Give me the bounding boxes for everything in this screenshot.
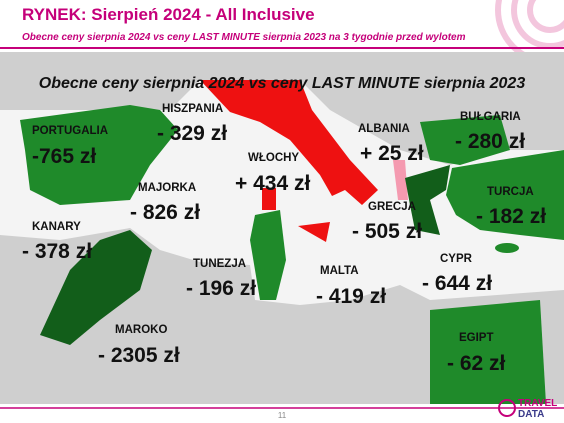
logo-bottom: DATA	[518, 409, 544, 420]
region-price: - 419 zł	[316, 285, 386, 308]
region-name: PORTUGALIA	[32, 125, 108, 137]
albania	[393, 160, 408, 200]
map	[0, 52, 564, 404]
region-name: MAROKO	[115, 324, 167, 336]
region-name: GRECJA	[368, 201, 416, 213]
logo-mark	[498, 399, 516, 417]
region-name: WŁOCHY	[248, 152, 299, 164]
region-price: - 329 zł	[157, 122, 227, 145]
region-name: TUNEZJA	[193, 258, 246, 270]
region-price: - 505 zł	[352, 220, 422, 243]
sardinia	[262, 188, 276, 210]
sicily	[298, 222, 330, 242]
bulgaria	[420, 115, 510, 165]
tunisia	[250, 210, 286, 300]
region-price: -765 zł	[32, 145, 96, 168]
region-price: - 378 zł	[22, 240, 92, 263]
greece	[405, 165, 450, 235]
slide-subtitle: Obecne ceny sierpnia 2024 vs ceny LAST M…	[22, 32, 466, 43]
region-price: + 434 zł	[235, 172, 310, 195]
region-name: BUŁGARIA	[460, 111, 521, 123]
region-name: MAJORKA	[138, 182, 196, 194]
turkey	[446, 150, 564, 240]
region-name: TURCJA	[487, 186, 534, 198]
slide-title: RYNEK: Sierpień 2024 - All Inclusive	[22, 5, 315, 24]
logo-top: TRAVEL	[518, 398, 557, 409]
region-name: KANARY	[32, 221, 81, 233]
region-name: HISZPANIA	[162, 103, 223, 115]
region-name: ALBANIA	[358, 123, 410, 135]
page-number: 11	[278, 411, 287, 420]
region-price: - 2305 zł	[98, 344, 180, 367]
land-europe	[0, 52, 564, 165]
region-price: - 644 zł	[422, 272, 492, 295]
region-price: + 25 zł	[360, 142, 424, 165]
region-price: - 182 zł	[476, 205, 546, 228]
region-name: EGIPT	[459, 332, 494, 344]
cyprus	[495, 243, 519, 253]
italy	[200, 80, 378, 205]
morocco	[40, 230, 152, 345]
egypt	[430, 300, 546, 404]
region-name: MALTA	[320, 265, 359, 277]
region-price: - 196 zł	[186, 277, 256, 300]
region-price: - 826 zł	[130, 201, 200, 224]
map-title: Obecne ceny sierpnia 2024 vs ceny LAST M…	[39, 75, 526, 92]
region-labels: PORTUGALIA -765 zł HISZPANIA - 329 zł WŁOCHY…	[22, 103, 546, 375]
region-price: - 62 zł	[447, 352, 506, 375]
region-price: - 280 zł	[455, 130, 525, 153]
region-name: CYPR	[440, 253, 473, 265]
spain-portugal	[20, 105, 178, 205]
